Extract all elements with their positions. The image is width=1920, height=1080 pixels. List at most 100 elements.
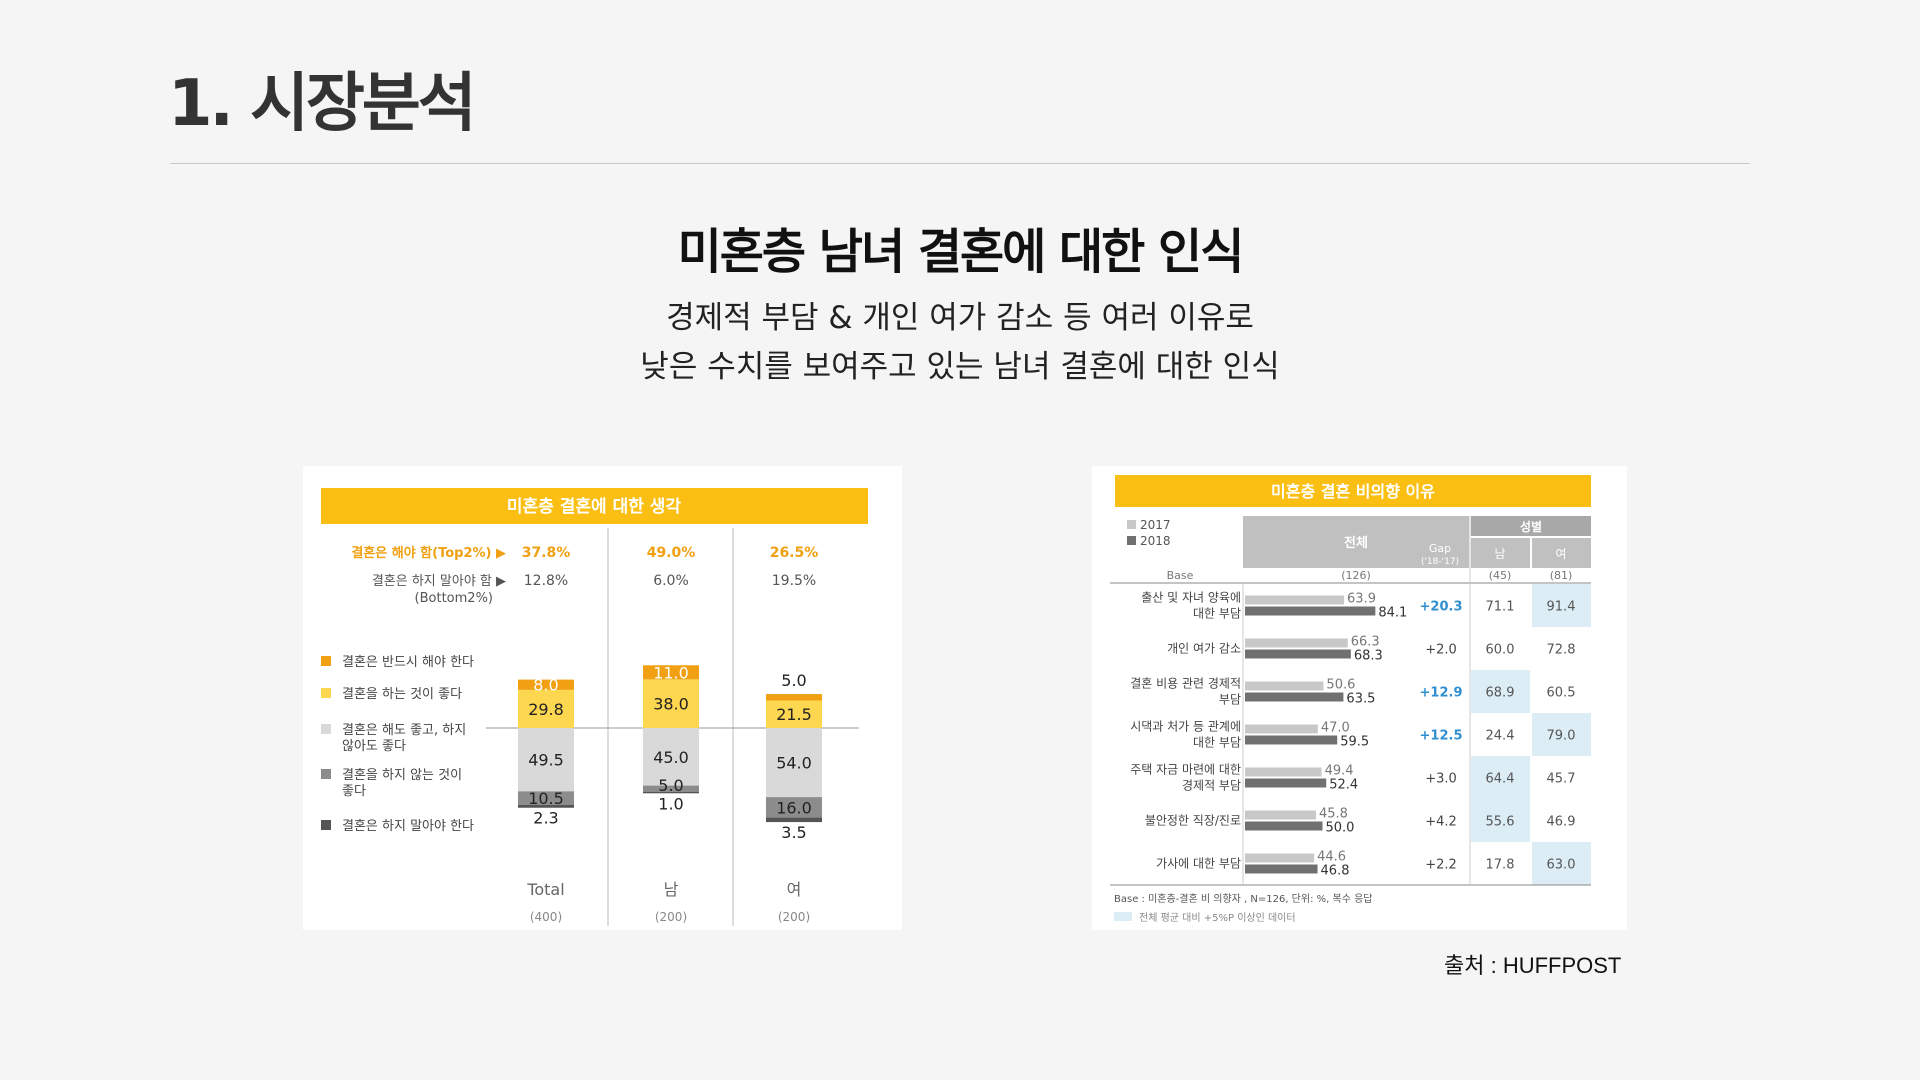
legend-swatch xyxy=(321,688,331,698)
value-2017: 44.6 xyxy=(1317,850,1346,865)
legend-label: 결혼을 하는 것이 좋다 xyxy=(342,687,462,702)
bar-2017 xyxy=(1245,595,1345,605)
row-label: 개인 여가 감소 xyxy=(1167,642,1241,656)
female-value: 63.0 xyxy=(1547,858,1576,873)
bottom2-label-sub: (Bottom2%) xyxy=(415,591,493,606)
row-label: 경제적 부담 xyxy=(1182,779,1241,793)
data-label: 16.0 xyxy=(776,798,812,817)
data-label: 2.3 xyxy=(533,809,558,828)
value-2018: 52.4 xyxy=(1329,778,1358,793)
value-2017: 50.6 xyxy=(1326,678,1355,693)
bar-2017 xyxy=(1245,638,1348,648)
base-total: (126) xyxy=(1341,569,1371,582)
legend-label: 2018 xyxy=(1140,534,1171,548)
category-base: (200) xyxy=(778,910,810,924)
bar-2018 xyxy=(1245,735,1338,745)
data-label: 54.0 xyxy=(776,754,812,773)
data-label: 21.5 xyxy=(776,705,812,724)
male-value: 68.9 xyxy=(1486,686,1515,701)
row-label: 대한 부담 xyxy=(1193,736,1241,750)
subtitle-line-2: 낮은 수치를 보여주고 있는 남녀 결혼에 대한 인식 xyxy=(640,349,1280,385)
female-value: 46.9 xyxy=(1547,815,1576,830)
highlight-legend-swatch xyxy=(1114,912,1132,921)
top2-value: 26.5% xyxy=(770,545,819,561)
female-value: 79.0 xyxy=(1547,729,1576,744)
gender-header: 성별 xyxy=(1520,519,1542,534)
bar-2018 xyxy=(1245,778,1327,788)
bar-segment xyxy=(766,797,822,818)
male-value: 71.1 xyxy=(1486,600,1515,615)
bar-segment xyxy=(766,817,822,823)
subtitle-line-1: 경제적 부담 & 개인 여가 감소 등 여러 이유로 xyxy=(666,300,1254,336)
marriage-reasons-bar-chart: 미혼층 결혼 비의향 이유 2017 2018 전체 Gap ('18-'17) 성별남 여 B… xyxy=(1110,475,1591,924)
bottom2-value: 12.8% xyxy=(524,573,568,589)
value-2017: 66.3 xyxy=(1351,635,1380,650)
row-label: 불안정한 직장/진로 xyxy=(1145,814,1241,828)
bar-segment xyxy=(518,804,574,808)
bar-segment xyxy=(643,792,699,794)
gap-value: +4.2 xyxy=(1425,815,1457,830)
row-label: 대한 부담 xyxy=(1193,607,1241,621)
legend-label: 않아도 좋다 xyxy=(342,739,406,754)
row-label: 가사에 대한 부담 xyxy=(1156,857,1241,871)
male-value: 24.4 xyxy=(1486,729,1515,744)
value-2018: 46.8 xyxy=(1321,864,1350,879)
legend-swatch xyxy=(1127,520,1136,529)
data-label: 11.0 xyxy=(653,663,689,682)
highlight-cell xyxy=(1471,799,1530,842)
legend-label: 결혼은 반드시 해야 한다 xyxy=(342,655,474,670)
legend-label: 2017 xyxy=(1140,518,1171,532)
data-label: 38.0 xyxy=(653,695,689,714)
title-divider xyxy=(170,163,1750,164)
highlight-cell xyxy=(1471,670,1530,713)
legend-swatch xyxy=(1127,536,1136,545)
bar-segment xyxy=(643,785,699,792)
female-value: 91.4 xyxy=(1547,600,1576,615)
gap-header: Gap xyxy=(1429,542,1451,555)
data-label: 10.5 xyxy=(528,789,564,808)
gap-header-sub: ('18-'17) xyxy=(1421,557,1459,567)
highlight-cell xyxy=(1532,584,1591,627)
bottom2-value: 19.5% xyxy=(772,573,816,589)
chart-header-bar xyxy=(321,488,868,524)
gap-value: +12.5 xyxy=(1420,729,1463,744)
bar-2018 xyxy=(1245,606,1376,616)
female-header: 여 xyxy=(1555,547,1566,561)
legend-label: 좋다 xyxy=(342,784,366,799)
gender-header-cell xyxy=(1471,516,1591,536)
highlight-cell xyxy=(1532,842,1591,885)
bar-2017 xyxy=(1245,681,1324,691)
row-label: 주택 자금 마련에 대한 xyxy=(1130,763,1241,777)
male-header-cell xyxy=(1471,538,1530,568)
value-2018: 63.5 xyxy=(1346,692,1375,707)
bar-2018 xyxy=(1245,649,1351,659)
legend-label: 결혼은 하지 말아야 한다 xyxy=(342,819,474,834)
legend-swatch xyxy=(321,656,331,666)
bottom2-label: 결혼은 하지 말아야 함 ▶ xyxy=(372,574,506,589)
bar-segment xyxy=(766,694,822,701)
legend-swatch xyxy=(321,724,331,734)
bar-segment xyxy=(518,689,574,728)
bar-segment xyxy=(518,728,574,792)
value-2017: 45.8 xyxy=(1319,807,1348,822)
legend-swatch xyxy=(321,769,331,779)
value-2018: 59.5 xyxy=(1340,735,1369,750)
male-value: 55.6 xyxy=(1486,815,1515,830)
male-value: 60.0 xyxy=(1486,643,1515,658)
value-2017: 47.0 xyxy=(1321,721,1350,736)
gap-value: +3.0 xyxy=(1425,772,1457,787)
bar-segment xyxy=(766,700,822,728)
gap-value: +2.2 xyxy=(1425,858,1457,873)
row-label: 출산 및 자녀 양육에 xyxy=(1141,591,1241,605)
male-header: 남 xyxy=(1494,547,1505,561)
bar-2018 xyxy=(1245,821,1323,831)
bar-segment xyxy=(518,791,574,805)
female-value: 45.7 xyxy=(1547,772,1576,787)
bar-segment xyxy=(518,679,574,690)
legend-label: 결혼은 해도 좋고, 하지 xyxy=(342,723,466,738)
value-2017: 63.9 xyxy=(1347,592,1376,607)
row-label: 부담 xyxy=(1219,693,1241,707)
bar-2018 xyxy=(1245,692,1344,702)
gap-value: +12.9 xyxy=(1420,686,1463,701)
